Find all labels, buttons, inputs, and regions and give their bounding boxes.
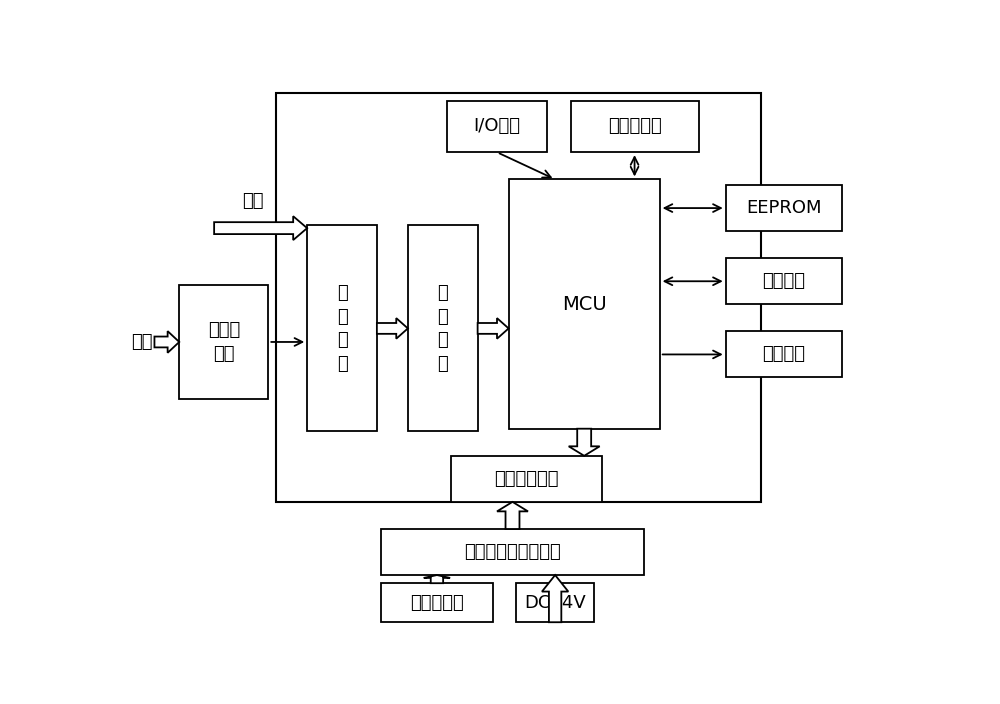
Text: 信
号
调
理: 信 号 调 理: [337, 284, 347, 373]
Bar: [726, 331, 842, 377]
Text: 电压切换及系统供电: 电压切换及系统供电: [464, 543, 561, 561]
Bar: [179, 285, 268, 399]
Bar: [381, 583, 493, 622]
Polygon shape: [497, 502, 528, 529]
Polygon shape: [569, 429, 600, 455]
Text: 空心互
感器: 空心互 感器: [208, 321, 240, 363]
Bar: [509, 180, 660, 429]
Bar: [726, 184, 842, 231]
Text: 铁心互感器: 铁心互感器: [410, 593, 464, 612]
Bar: [307, 225, 377, 432]
Polygon shape: [154, 331, 179, 353]
Bar: [571, 101, 698, 152]
Bar: [447, 101, 547, 152]
Text: MCU: MCU: [562, 294, 607, 313]
Text: 通信接门: 通信接门: [762, 272, 805, 290]
Bar: [450, 455, 602, 502]
Text: DC24V: DC24V: [524, 593, 586, 612]
Text: 键盘、显示: 键盘、显示: [608, 118, 661, 135]
Polygon shape: [214, 216, 307, 240]
Polygon shape: [377, 318, 408, 339]
Polygon shape: [542, 575, 568, 622]
Bar: [516, 583, 594, 622]
Polygon shape: [424, 575, 450, 583]
Polygon shape: [478, 318, 509, 339]
Bar: [381, 529, 644, 575]
Bar: [408, 225, 478, 432]
Text: 电流: 电流: [131, 333, 153, 351]
Text: 多
路
选
择: 多 路 选 择: [437, 284, 448, 373]
Bar: [276, 93, 761, 502]
Text: I/O检测: I/O检测: [474, 118, 520, 135]
Text: 电操控制: 电操控制: [762, 345, 805, 363]
Text: 模拟脱扣单元: 模拟脱扣单元: [494, 470, 558, 488]
Bar: [726, 258, 842, 304]
Text: EEPROM: EEPROM: [746, 199, 822, 217]
Text: 电压: 电压: [242, 192, 264, 210]
